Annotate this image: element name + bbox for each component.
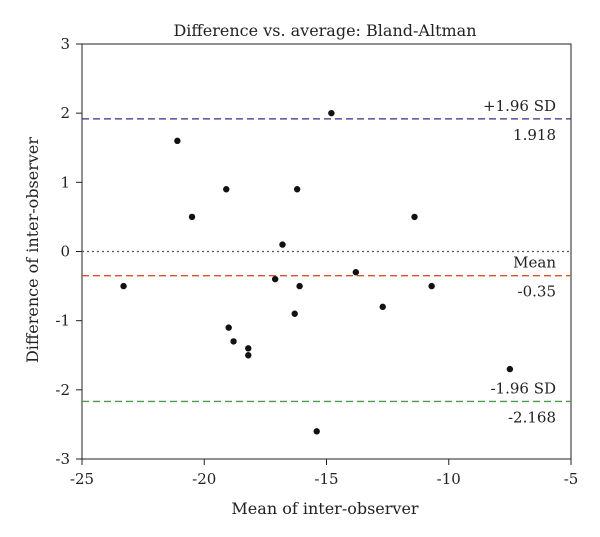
data-point: [506, 365, 514, 373]
data-point: [352, 269, 360, 276]
y-tick-label: 0: [60, 243, 70, 261]
reference-line-label: -1.96 SD: [490, 379, 556, 397]
data-point: [230, 338, 237, 345]
y-tick-label: -3: [55, 450, 70, 468]
data-point: [293, 186, 301, 193]
data-point: [174, 137, 181, 145]
chart-title: Difference vs. average: Bland-Altman: [173, 21, 476, 40]
x-tick-label: -5: [564, 470, 579, 488]
y-axis-ticks: 3 2 1 0 -1 -2 -3: [55, 35, 82, 468]
data-point: [313, 428, 320, 435]
x-tick-label: -20: [192, 470, 216, 488]
y-tick-label: 1: [60, 173, 70, 191]
data-point: [245, 352, 252, 359]
x-tick-label: -25: [70, 470, 94, 488]
reference-line-value: 1.918: [513, 126, 556, 144]
x-tick-label: -15: [314, 470, 338, 488]
y-axis-label: Difference of inter-observer: [23, 137, 42, 363]
reference-line-value: -2.168: [508, 408, 556, 426]
data-point: [223, 186, 230, 193]
data-point: [120, 282, 127, 290]
reference-line-label: Mean: [513, 254, 556, 272]
data-point: [428, 282, 435, 290]
data-point: [188, 213, 196, 221]
data-point: [225, 324, 232, 331]
x-axis-label: Mean of inter-observer: [231, 499, 419, 518]
reference-line-value: -0.35: [518, 283, 556, 301]
y-tick-label: 2: [60, 104, 70, 122]
y-tick-label: -1: [55, 312, 70, 330]
y-tick-label: 3: [60, 35, 70, 53]
data-point: [291, 310, 298, 317]
y-tick-label: -2: [55, 381, 70, 399]
data-point: [279, 241, 286, 248]
data-point: [245, 345, 252, 352]
data-point: [271, 275, 279, 283]
data-point: [296, 282, 303, 290]
data-points: [120, 109, 514, 435]
data-point: [379, 303, 386, 311]
x-tick-label: -10: [437, 470, 461, 488]
data-point: [411, 213, 418, 221]
x-axis-ticks: -25 -20 -15 -10 -5: [70, 459, 578, 488]
reference-lines: +1.96 SD 1.918 Mean -0.35 -1.96 SD -2.168: [82, 97, 571, 426]
data-point: [328, 109, 335, 117]
reference-line-label: +1.96 SD: [483, 97, 556, 115]
